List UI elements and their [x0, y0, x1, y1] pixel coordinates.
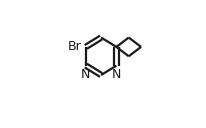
- Text: Br: Br: [68, 40, 81, 53]
- Text: N: N: [81, 68, 91, 81]
- Text: N: N: [112, 68, 121, 81]
